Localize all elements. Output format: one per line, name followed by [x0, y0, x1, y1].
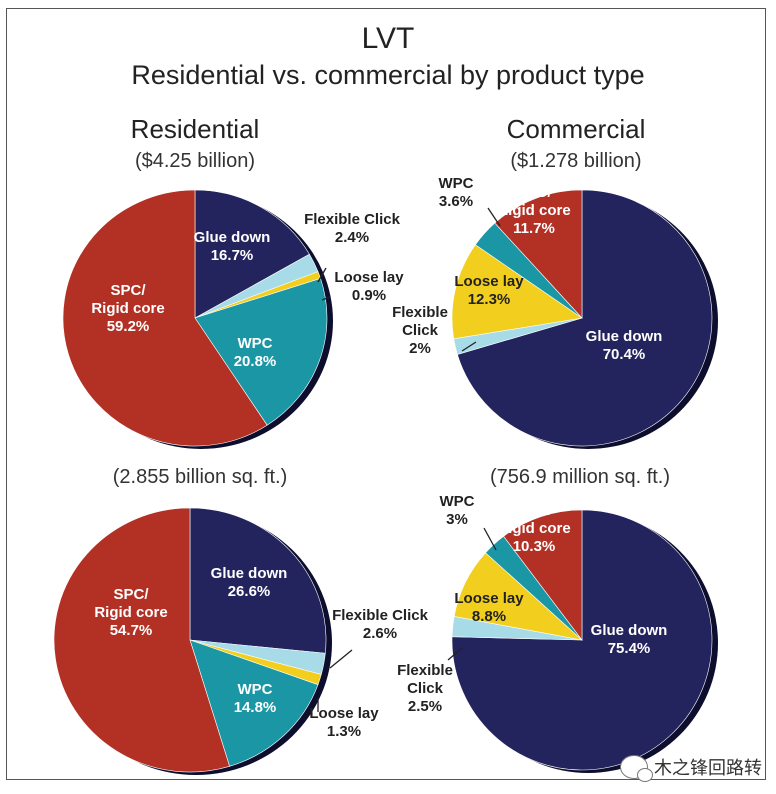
leader-line — [483, 527, 497, 551]
slice-value-label: 26.6% — [228, 583, 271, 600]
pie-slice-spc-rigid-core — [494, 189, 583, 319]
slice-name-label: Loose lay — [334, 269, 404, 286]
pie-slice-spc-rigid-core — [503, 509, 583, 641]
slice-name-label: Flexible — [397, 662, 453, 679]
slice-name-label: SPC/ — [113, 586, 149, 603]
chart-subtitle: Residential vs. commercial by product ty… — [131, 60, 645, 90]
slice-name-label: WPC — [439, 175, 474, 192]
commercial-value-subtitle: ($1.278 billion) — [510, 150, 642, 172]
slice-name-label: Rigid core — [94, 604, 167, 621]
pie-slice-loose-lay — [451, 244, 583, 340]
slice-value-label: 11.7% — [513, 220, 555, 237]
slice-name-label: Flexible Click — [304, 211, 401, 228]
slice-name-label: Flexible — [392, 304, 448, 321]
slice-name-label: SPC/ — [516, 184, 552, 201]
watermark-text: 木之锋回路转 — [654, 758, 762, 778]
slice-name-label: SPC/ — [516, 502, 552, 519]
chat-bubble-icon — [620, 755, 653, 782]
slice-name-label: Glue down — [591, 622, 668, 639]
leader-line — [329, 649, 353, 669]
pie-slice-glue-down — [451, 509, 713, 771]
slice-name-label: WPC — [238, 681, 273, 698]
pie-slice-glue-down — [194, 189, 310, 319]
slice-value-label: 10.3% — [513, 538, 556, 555]
slice-value-label: 75.4% — [608, 640, 651, 657]
slice-name-label: Click — [402, 322, 439, 339]
pie-slice-wpc — [189, 639, 319, 767]
residential-heading: Residential — [130, 114, 260, 144]
slice-name-label: WPC — [238, 335, 273, 352]
slice-value-label: 14.8% — [234, 699, 277, 716]
slice-name-label: Loose lay — [309, 705, 379, 722]
pie-slice-glue-down — [189, 507, 327, 654]
slice-name-label: Rigid core — [91, 300, 164, 317]
slice-value-label: 3% — [446, 511, 468, 528]
pie-slice-wpc — [194, 278, 328, 426]
watermark: 木之锋回路转 — [620, 754, 762, 782]
slice-value-label: 2.4% — [335, 229, 369, 246]
commercial-heading: Commercial — [506, 114, 646, 144]
pie-slice-spc-rigid-core — [62, 189, 268, 447]
leader-line — [317, 267, 327, 283]
slice-value-label: 16.7% — [211, 247, 254, 264]
slice-name-label: Loose lay — [454, 590, 524, 607]
slice-name-label: Rigid core — [497, 520, 570, 537]
slice-value-label: 12.3% — [468, 291, 511, 308]
slice-name-label: WPC — [440, 493, 475, 510]
leader-line — [487, 207, 501, 227]
slice-name-label: Loose lay — [454, 273, 524, 290]
slice-name-label: Glue down — [194, 229, 271, 246]
slice-name-label: SPC/ — [110, 282, 146, 299]
slice-value-label: 8.8% — [472, 608, 506, 625]
slice-value-label: 20.8% — [234, 353, 277, 370]
pie-slice-glue-down — [457, 189, 713, 447]
slice-value-label: 2.5% — [408, 698, 442, 715]
leader-line — [321, 296, 331, 301]
slice-value-label: 2.6% — [363, 625, 397, 642]
leader-line — [461, 341, 477, 352]
slice-value-label: 70.4% — [603, 346, 646, 363]
residential-value-subtitle: ($4.25 billion) — [134, 150, 256, 172]
residential-volume-subtitle: (2.855 billion sq. ft.) — [112, 466, 288, 488]
slice-value-label: 59.2% — [107, 318, 150, 335]
leader-line — [447, 647, 463, 661]
slice-value-label: 2% — [409, 340, 431, 357]
slice-name-label: Glue down — [211, 565, 288, 582]
slice-value-label: 0.9% — [352, 287, 386, 304]
slice-name-label: Rigid core — [497, 202, 570, 219]
slice-name-label: Flexible Click — [332, 607, 429, 624]
slice-value-label: 3.6% — [439, 193, 473, 210]
slice-value-label: 54.7% — [110, 622, 153, 639]
chart-title: LVT — [361, 22, 415, 55]
commercial-volume-subtitle: (756.9 million sq. ft.) — [489, 466, 671, 488]
slice-value-label: 1.3% — [327, 723, 361, 740]
pie-slice-spc-rigid-core — [53, 507, 230, 773]
slice-name-label: Click — [407, 680, 444, 697]
slice-name-label: Glue down — [586, 328, 663, 345]
